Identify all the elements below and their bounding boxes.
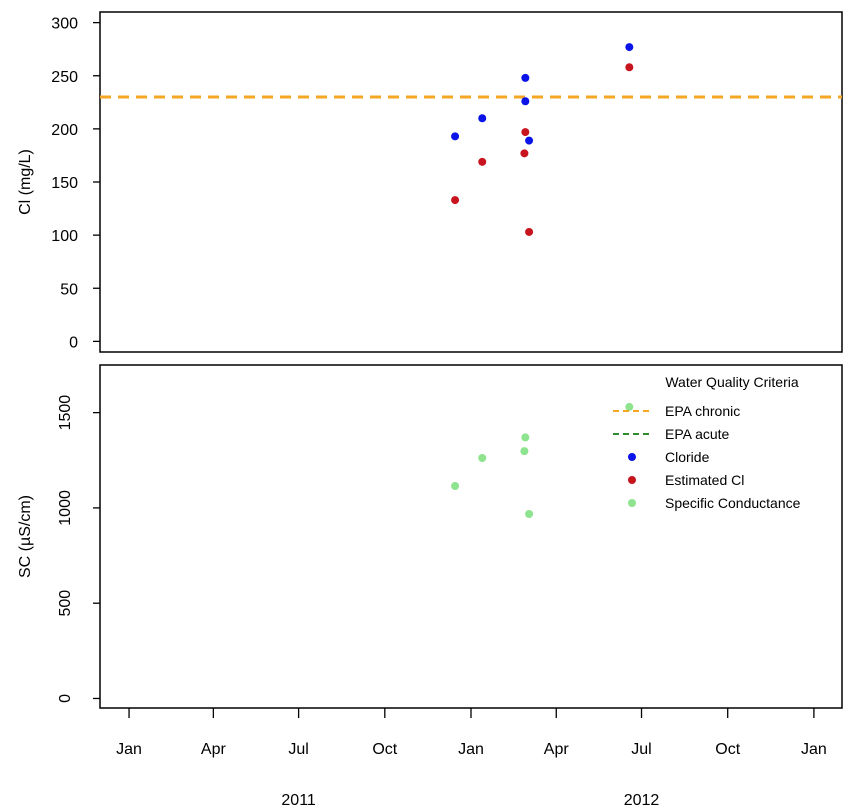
legend-label: EPA chronic	[665, 403, 740, 419]
y-tick-label: 0	[69, 334, 78, 351]
cloride-point	[625, 43, 634, 52]
top-plot-frame	[99, 11, 843, 353]
y-tick-label: 300	[51, 16, 78, 33]
legend-point-swatch	[628, 453, 636, 461]
time-x-axis: Jan Apr Jul Oct Jan Apr Jul Oct Jan 2011 2012	[116, 708, 827, 809]
cloride-point	[478, 114, 487, 123]
estimated-cl-point	[521, 128, 530, 137]
legend-label: EPA acute	[665, 426, 730, 442]
specific-conductance-point	[521, 433, 530, 442]
y-tick-label: 200	[51, 122, 78, 139]
estimated-cl-point	[625, 63, 634, 72]
legend-item: Estimated Cl	[628, 472, 744, 488]
legend-item: Specific Conductance	[628, 495, 801, 511]
x-tick-label: Oct	[715, 741, 740, 758]
legend-label: Estimated Cl	[665, 472, 744, 488]
y-tick-label: 250	[51, 69, 78, 86]
estimated-cl-point	[451, 196, 460, 205]
year-label: 2012	[624, 792, 660, 809]
cloride-point	[521, 97, 530, 106]
estimated-cl-point	[525, 227, 534, 236]
estimated-cl-point	[520, 149, 529, 158]
y-axis-title: Cl (mg/L)	[17, 149, 34, 215]
cloride-point	[521, 73, 530, 82]
x-tick-label: Apr	[201, 741, 227, 758]
legend-point-swatch	[628, 476, 636, 484]
cloride-point	[451, 132, 460, 141]
estimated-cl-point	[478, 157, 487, 166]
specific-conductance-point	[478, 453, 487, 462]
y-tick-label: 50	[60, 281, 78, 298]
legend-label: Specific Conductance	[665, 495, 801, 511]
y-tick-label: 150	[51, 175, 78, 192]
legend-title: Water Quality Criteria	[665, 374, 799, 390]
x-tick-label: Jul	[288, 741, 308, 758]
x-tick-label: Apr	[544, 741, 570, 758]
legend-item: EPA acute	[613, 426, 730, 442]
x-tick-label: Jul	[631, 741, 651, 758]
y-axis-title: SC (µS/cm)	[17, 495, 34, 578]
cloride-point	[525, 136, 534, 145]
legend: Water Quality Criteria EPA chronic EPA acu…	[613, 374, 801, 511]
y-tick-label: 100	[51, 228, 78, 245]
x-tick-label: Jan	[801, 741, 827, 758]
specific-conductance-point	[520, 447, 529, 456]
year-label: 2011	[281, 792, 316, 809]
specific-conductance-point	[625, 402, 634, 411]
specific-conductance-point	[525, 510, 534, 519]
legend-point-swatch	[628, 499, 636, 507]
legend-item: EPA chronic	[613, 403, 740, 419]
legend-label: Cloride	[665, 449, 710, 465]
y-tick-label: 1500	[57, 395, 74, 431]
y-tick-label: 0	[57, 694, 74, 703]
specific-conductance-point	[451, 482, 460, 491]
y-tick-label: 1000	[57, 490, 74, 526]
legend-item: Cloride	[628, 449, 710, 465]
x-tick-label: Jan	[458, 741, 484, 758]
y-tick-label: 500	[57, 590, 74, 617]
chloride-panel: 0 50 100 150 200 250 300 Cl (mg/L)	[17, 11, 843, 353]
x-tick-label: Jan	[116, 741, 142, 758]
x-tick-label: Oct	[372, 741, 397, 758]
